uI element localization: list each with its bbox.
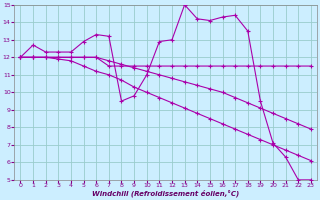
X-axis label: Windchill (Refroidissement éolien,°C): Windchill (Refroidissement éolien,°C) (92, 190, 239, 197)
